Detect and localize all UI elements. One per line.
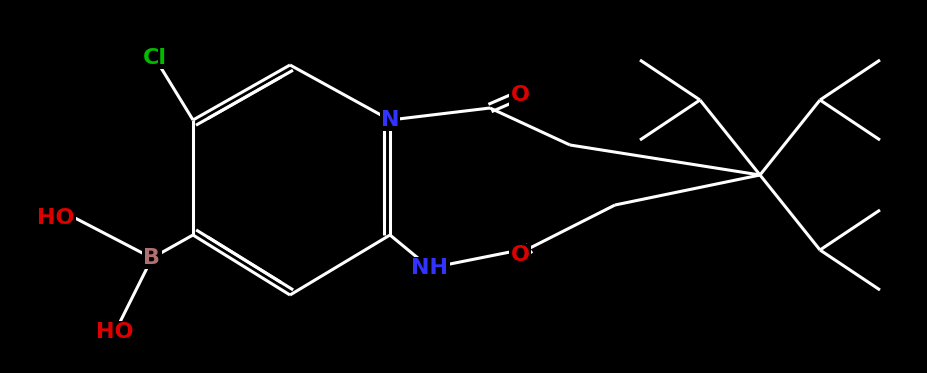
Text: O: O [510,85,529,105]
Text: Cl: Cl [143,48,167,68]
Text: HO: HO [96,322,133,342]
Text: B: B [144,248,160,268]
Text: O: O [510,245,529,265]
Text: N: N [380,110,399,130]
Text: HO: HO [37,208,75,228]
Text: NH: NH [411,258,448,278]
